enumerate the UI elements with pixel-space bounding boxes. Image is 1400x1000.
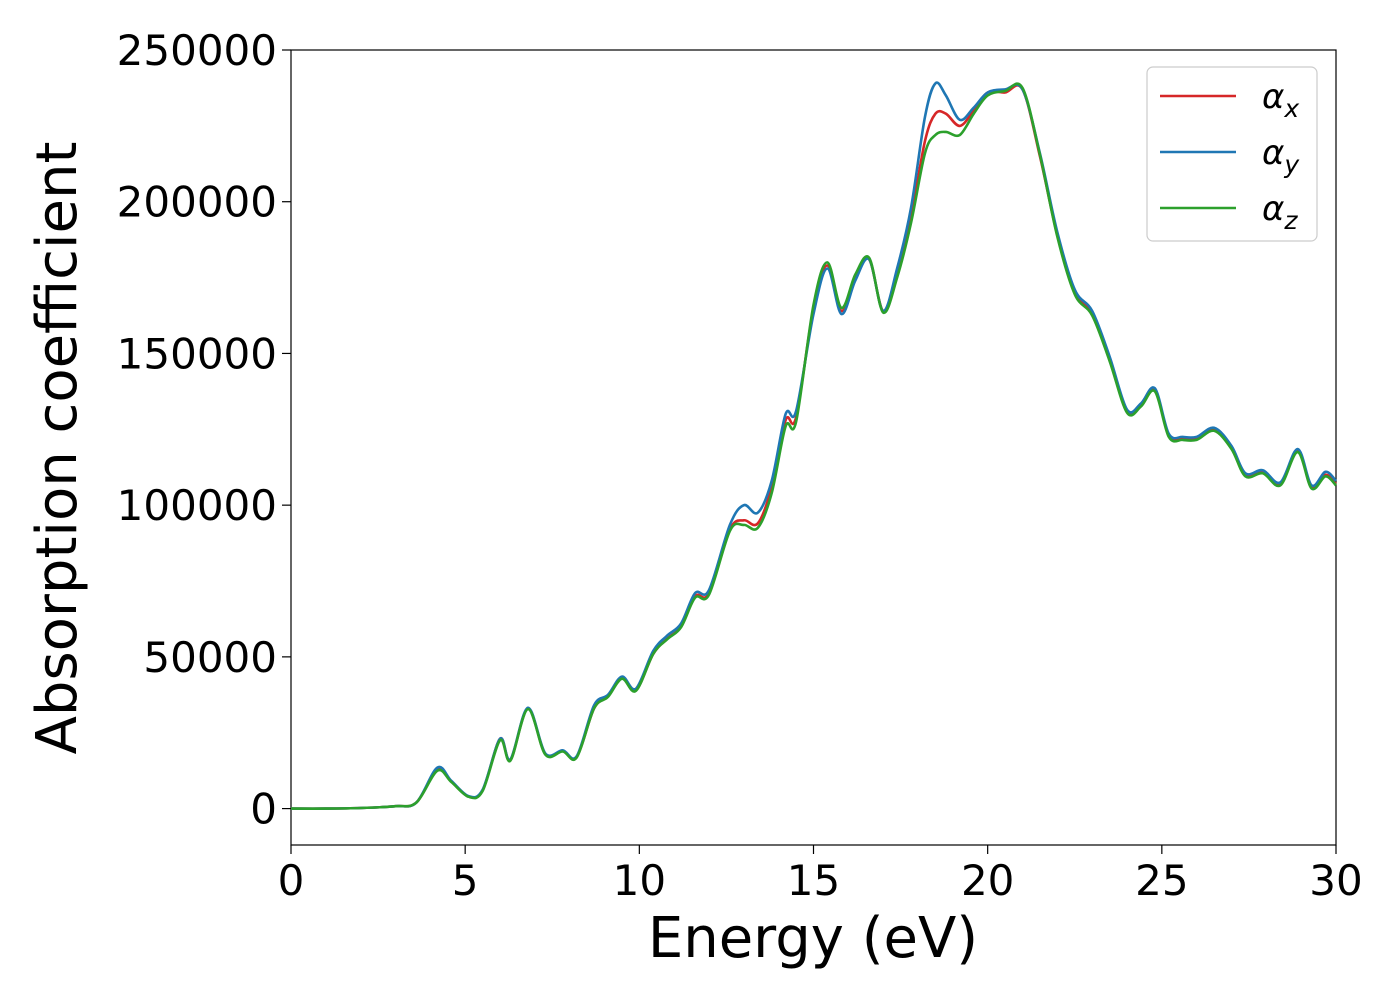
x-tick-label: 0 bbox=[278, 856, 305, 905]
y-tick-label: 50000 bbox=[143, 633, 277, 682]
legend: αx αy αz bbox=[1146, 66, 1318, 242]
y-tick-label: 250000 bbox=[117, 26, 277, 75]
y-axis-title: Absorption coefficient bbox=[25, 142, 90, 755]
legend-label: αx bbox=[1262, 77, 1299, 123]
x-tick-label: 20 bbox=[961, 856, 1014, 905]
y-tick-label: 200000 bbox=[117, 178, 277, 227]
x-tick-label: 5 bbox=[452, 856, 479, 905]
y-tick-label: 100000 bbox=[117, 481, 277, 530]
x-tick-label: 25 bbox=[1135, 856, 1188, 905]
y-axis-ticks: 0 50000 100000 150000 200000 250000 bbox=[117, 26, 291, 834]
legend-box bbox=[1146, 66, 1318, 242]
y-tick-label: 0 bbox=[250, 785, 277, 834]
x-tick-label: 30 bbox=[1309, 856, 1362, 905]
plot-area: 0 5 10 15 20 25 30 0 50000 100000 150000 200000 250… bbox=[117, 26, 1363, 905]
x-axis-title: Energy (eV) bbox=[648, 906, 978, 971]
x-tick-label: 10 bbox=[613, 856, 666, 905]
legend-label: αz bbox=[1262, 189, 1298, 235]
x-axis-ticks: 0 5 10 15 20 25 30 bbox=[278, 845, 1363, 905]
legend-label: αy bbox=[1262, 133, 1300, 179]
series-layer bbox=[290, 81, 1337, 810]
y-tick-label: 150000 bbox=[117, 329, 277, 378]
series-line-3 bbox=[290, 82, 1337, 810]
x-tick-label: 15 bbox=[787, 856, 840, 905]
